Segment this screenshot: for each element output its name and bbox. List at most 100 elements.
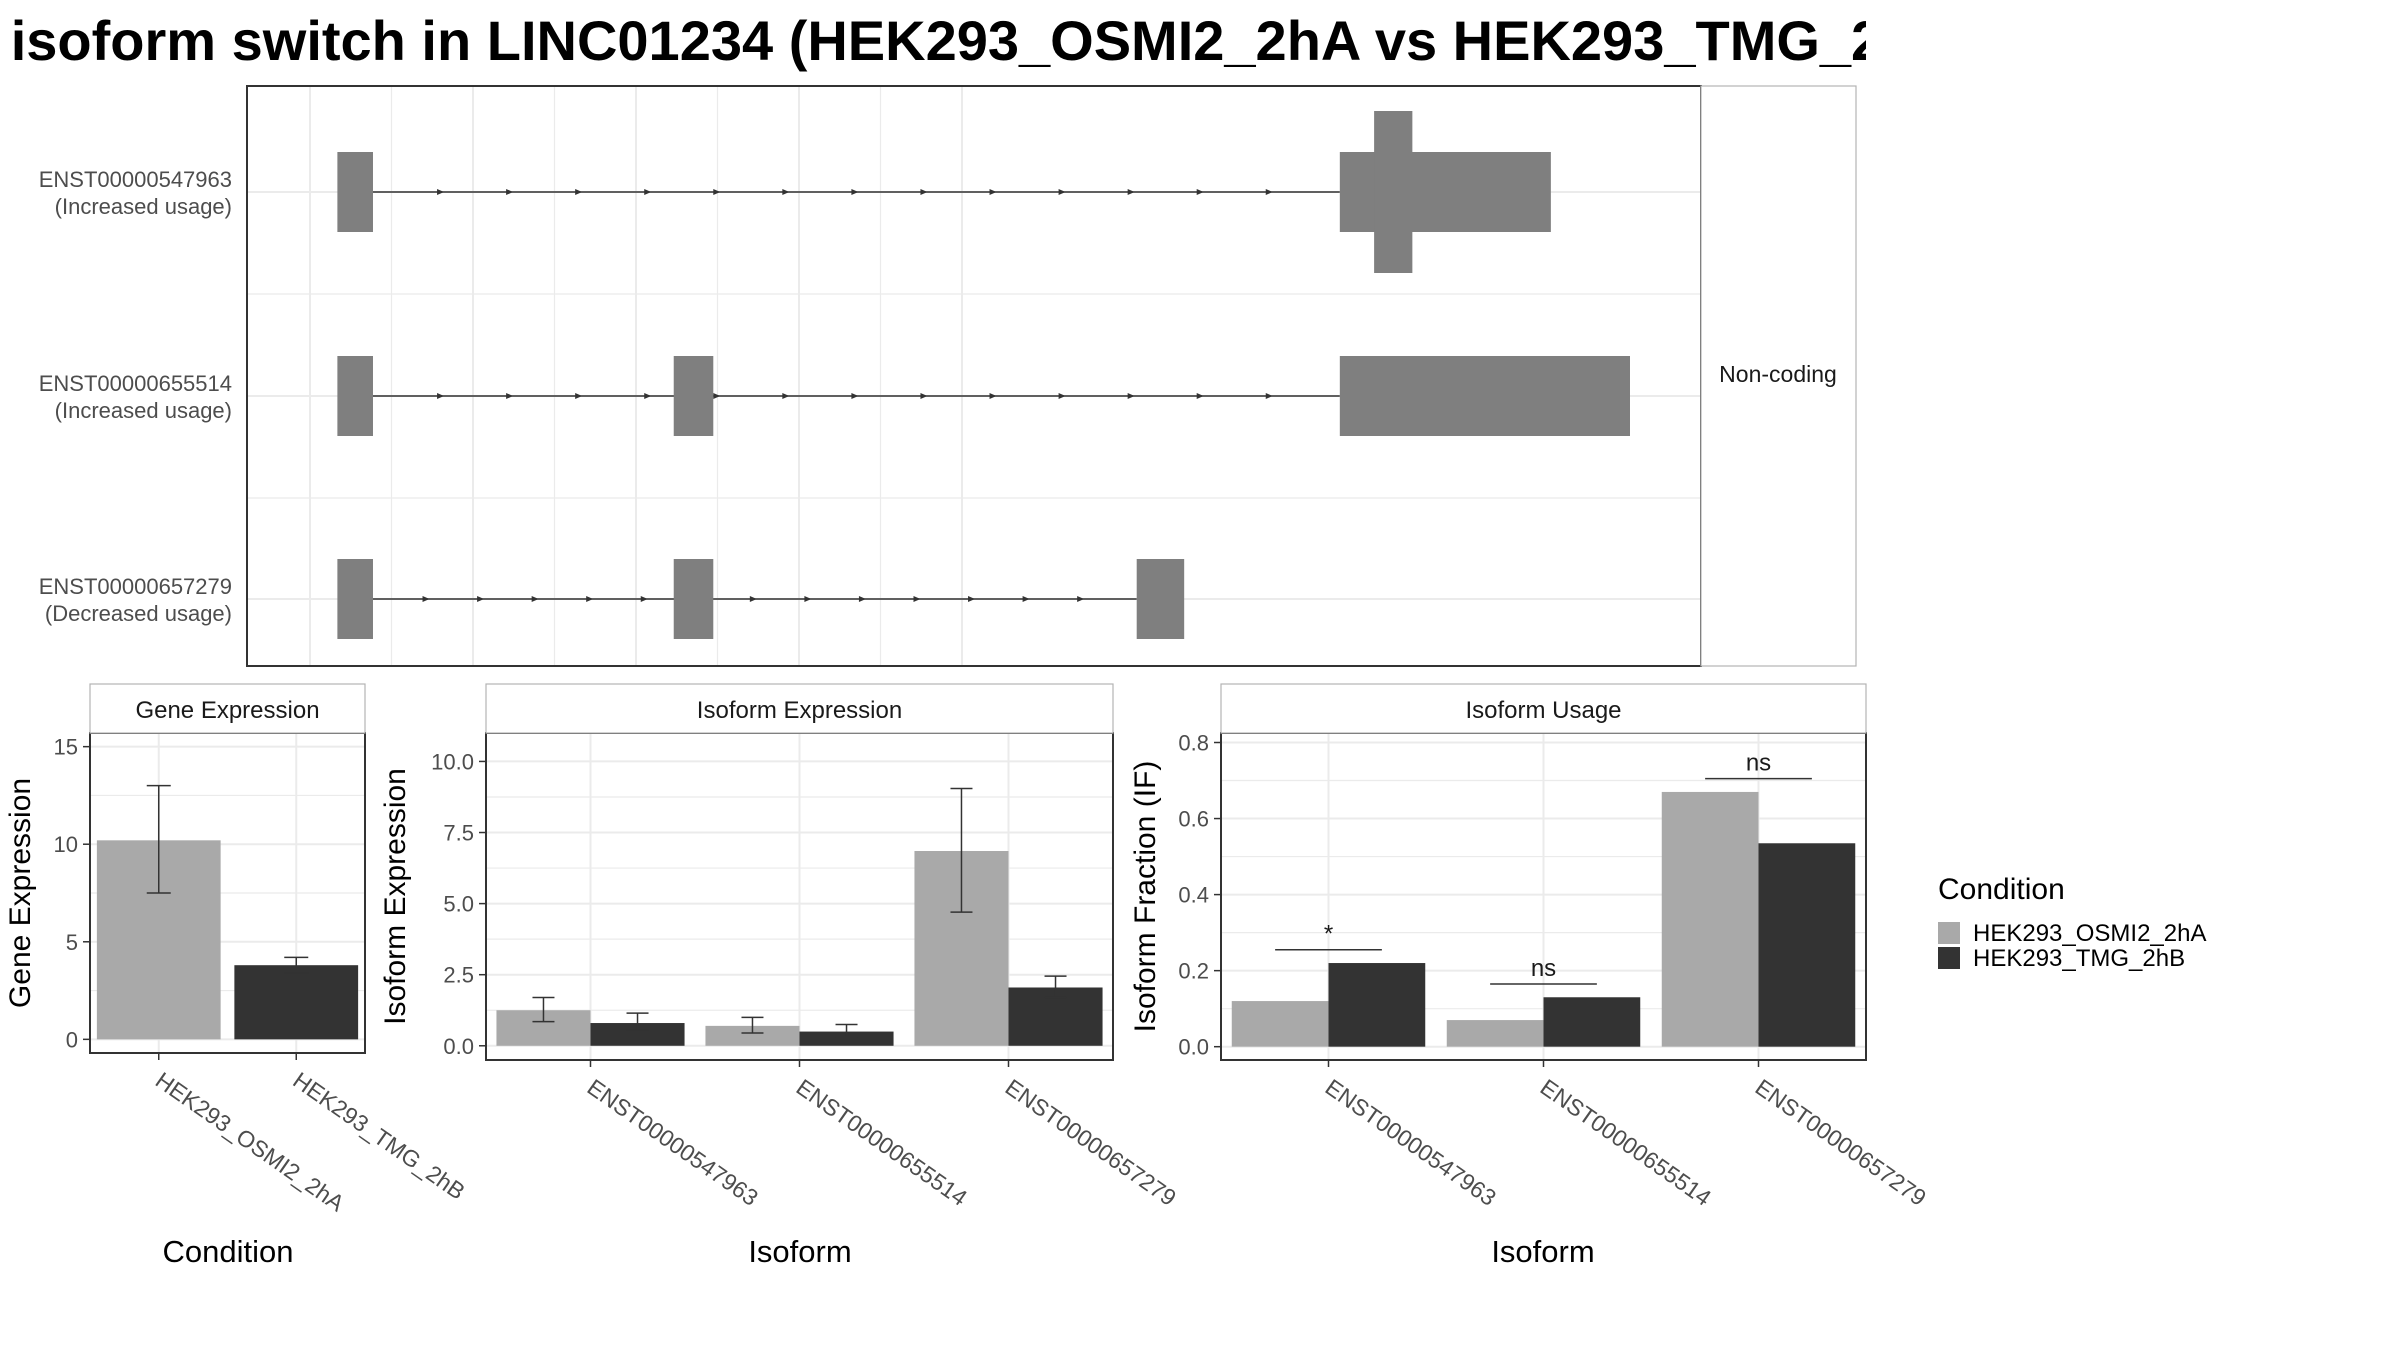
bar (1543, 997, 1641, 1047)
y-tick-label: 2.5 (443, 963, 474, 988)
exon-block (673, 356, 714, 436)
exon-block (337, 559, 373, 639)
x-axis-title: Isoform (748, 1234, 851, 1269)
bar (234, 965, 359, 1040)
strand-arrow (913, 596, 921, 602)
x-tick-label: ENST00000547963 (1321, 1074, 1501, 1211)
exon-block (337, 152, 373, 232)
strand-arrow (437, 393, 445, 399)
x-tick-label: ENST00000657279 (1751, 1074, 1931, 1211)
strand-arrow (437, 189, 445, 195)
facet-label: Non-coding (1719, 361, 1837, 387)
strand-arrow (1265, 189, 1273, 195)
x-tick-label: ENST00000655514 (792, 1074, 973, 1211)
strand-arrow (989, 393, 997, 399)
title-clip: e isoform switch in LINC01234 (HEK293_OS… (0, 0, 1866, 80)
x-axis-title: Isoform (1491, 1234, 1594, 1269)
strand-arrow (782, 189, 790, 195)
legend-label: HEK293_OSMI2_2hA (1973, 920, 2206, 947)
strand-arrow (586, 596, 594, 602)
strand-arrow (531, 596, 539, 602)
facet-strip (485, 683, 1114, 734)
y-tick-label: 0.6 (1178, 807, 1209, 832)
transcript-usage-label: (Increased usage) (55, 194, 232, 219)
x-tick-label: ENST00000657279 (1001, 1074, 1181, 1211)
strand-arrow (644, 189, 652, 195)
legend-swatch (1938, 922, 1960, 944)
transcript-name-label: ENST00000547963 (39, 167, 232, 192)
strand-arrow (477, 596, 485, 602)
transcript-usage-label: (Increased usage) (55, 398, 232, 423)
strand-arrow (506, 393, 514, 399)
y-tick-label: 10.0 (431, 749, 474, 774)
y-tick-label: 0.0 (1178, 1035, 1209, 1060)
panel-title: Isoform Usage (1465, 697, 1621, 724)
cds-block (1374, 111, 1413, 273)
transcript-name-label: ENST00000655514 (39, 371, 232, 396)
y-tick-label: 0.8 (1178, 731, 1209, 756)
strand-arrow (1196, 393, 1204, 399)
bar (1758, 843, 1856, 1047)
y-axis-title: Isoform Expression (379, 768, 412, 1025)
exon-block (673, 559, 714, 639)
strand-arrow (851, 189, 859, 195)
chart-title: e isoform switch in LINC01234 (HEK293_OS… (0, 9, 1866, 72)
strand-arrow (422, 596, 430, 602)
strand-arrow (920, 189, 928, 195)
bar (799, 1031, 894, 1046)
y-tick-label: 7.5 (443, 821, 474, 846)
bar (1231, 1001, 1329, 1047)
x-tick-label: ENST00000655514 (1536, 1074, 1717, 1211)
strand-arrow (644, 393, 652, 399)
panel-title: Isoform Expression (697, 697, 902, 724)
x-tick-label: ENST00000547963 (583, 1074, 763, 1211)
strand-arrow (506, 189, 514, 195)
strand-arrow (989, 189, 997, 195)
bar (1661, 791, 1759, 1047)
strand-arrow (1265, 393, 1273, 399)
exon-block (1339, 356, 1630, 436)
legend-swatch (1938, 947, 1960, 969)
facet-strip (89, 683, 366, 734)
strand-arrow (804, 596, 812, 602)
strand-arrow (1196, 189, 1204, 195)
strand-arrow (1058, 189, 1066, 195)
strand-arrow (782, 393, 790, 399)
strand-arrow (575, 189, 583, 195)
y-axis-title: Gene Expression (4, 778, 37, 1008)
strand-arrow (1022, 596, 1030, 602)
transcript-name-label: ENST00000657279 (39, 574, 232, 599)
y-tick-label: 10 (54, 832, 78, 857)
strand-arrow (1077, 596, 1085, 602)
strand-arrow (713, 393, 721, 399)
significance-label: ns (1746, 750, 1771, 777)
y-tick-label: 15 (54, 735, 78, 760)
significance-label: * (1324, 921, 1333, 948)
strand-arrow (968, 596, 976, 602)
significance-label: ns (1531, 955, 1556, 982)
strand-arrow (858, 596, 866, 602)
y-tick-label: 0.2 (1178, 959, 1209, 984)
exon-block (1136, 559, 1185, 639)
y-axis-title: Isoform Fraction (IF) (1129, 761, 1162, 1033)
facet-strip (1220, 683, 1867, 734)
transcript-usage-label: (Decreased usage) (45, 601, 232, 626)
strand-arrow (713, 189, 721, 195)
strand-arrow (920, 393, 928, 399)
facet-strip (1700, 85, 1857, 667)
y-tick-label: 5 (66, 930, 78, 955)
y-tick-label: 0 (66, 1027, 78, 1052)
x-axis-title: Condition (163, 1234, 294, 1269)
strand-arrow (1127, 393, 1135, 399)
bar (1446, 1020, 1544, 1047)
strand-arrow (575, 393, 583, 399)
y-tick-label: 0.0 (443, 1034, 474, 1059)
legend-label: HEK293_TMG_2hB (1973, 945, 2185, 972)
strand-arrow (1058, 393, 1066, 399)
bar (1328, 963, 1426, 1047)
strand-arrow (1127, 189, 1135, 195)
strand-arrow (851, 393, 859, 399)
exon-block (337, 356, 373, 436)
bar (705, 1025, 800, 1046)
